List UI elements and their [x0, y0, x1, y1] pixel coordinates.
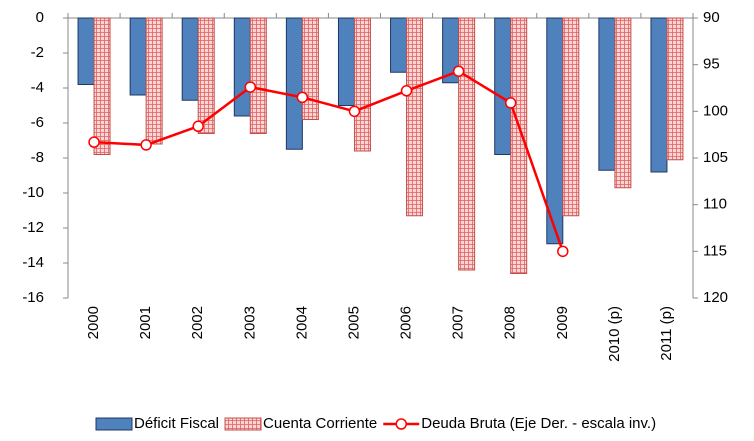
- marker: [504, 97, 517, 109]
- bar: [285, 17, 303, 150]
- x-tick-label: 2008: [502, 306, 519, 339]
- bar: [666, 17, 684, 161]
- x-tick-label: 2003: [241, 306, 258, 339]
- bar: [406, 17, 424, 217]
- x-tick-label: 2005: [345, 306, 362, 339]
- legend-label: Déficit Fiscal: [134, 415, 219, 432]
- x-tick-label: 2000: [85, 306, 102, 339]
- bar: [145, 17, 163, 145]
- bar: [598, 17, 616, 171]
- marker: [348, 105, 361, 118]
- y-tick-label: 0: [36, 9, 44, 26]
- bar: [301, 17, 319, 120]
- y-tick-label: -4: [31, 79, 44, 96]
- legend-swatch: [95, 417, 133, 431]
- bar: [562, 17, 580, 217]
- y-tick-label: -16: [22, 289, 44, 306]
- bar: [458, 17, 476, 271]
- marker: [452, 65, 465, 77]
- y2-tick-label: 100: [703, 102, 728, 119]
- x-tick-label: 2009: [554, 306, 571, 339]
- y2-tick-label: 110: [703, 196, 727, 213]
- marker: [400, 85, 413, 97]
- y-tick-label: -2: [31, 44, 44, 61]
- bar: [249, 17, 267, 134]
- marker: [296, 91, 309, 104]
- legend-label: Cuenta Corriente: [263, 415, 377, 432]
- marker: [557, 245, 569, 258]
- y-tick-label: -8: [31, 149, 44, 166]
- marker: [88, 136, 100, 148]
- legend-marker: [395, 418, 407, 430]
- bar: [390, 17, 408, 73]
- y-tick-label: -12: [22, 219, 44, 236]
- bar: [233, 17, 251, 117]
- bar: [650, 17, 668, 173]
- bar: [77, 17, 95, 85]
- bar: [353, 17, 371, 152]
- bar: [337, 17, 355, 106]
- y2-tick-label: 90: [703, 9, 720, 26]
- bar: [494, 17, 512, 155]
- y2-tick-label: 120: [703, 289, 728, 306]
- y2-tick-label: 115: [703, 242, 727, 259]
- legend-label: Deuda Bruta (Eje Der. - escala inv.): [421, 415, 656, 432]
- x-tick-label: 2011 (p): [658, 306, 675, 361]
- marker: [192, 120, 204, 133]
- x-tick-label: 2010 (p): [606, 306, 623, 362]
- legend-swatch: [224, 417, 262, 431]
- y-tick-label: -10: [22, 184, 44, 201]
- y-tick-label: -6: [31, 114, 44, 131]
- x-tick-label: 2006: [398, 306, 415, 339]
- bar: [614, 17, 632, 189]
- line: [93, 69, 564, 252]
- bar: [197, 17, 215, 134]
- y2-tick-label: 105: [703, 149, 728, 166]
- marker: [244, 81, 257, 93]
- x-tick-label: 2004: [293, 306, 310, 339]
- bar: [510, 17, 528, 274]
- x-tick-label: 2002: [189, 306, 206, 339]
- y2-tick-label: 95: [703, 56, 720, 73]
- bar: [93, 17, 111, 155]
- x-tick-label: 2007: [450, 306, 467, 339]
- bar: [129, 17, 147, 96]
- x-tick-label: 2001: [137, 306, 154, 339]
- bar: [181, 17, 199, 101]
- marker: [140, 139, 152, 151]
- y-tick-label: -14: [22, 254, 44, 271]
